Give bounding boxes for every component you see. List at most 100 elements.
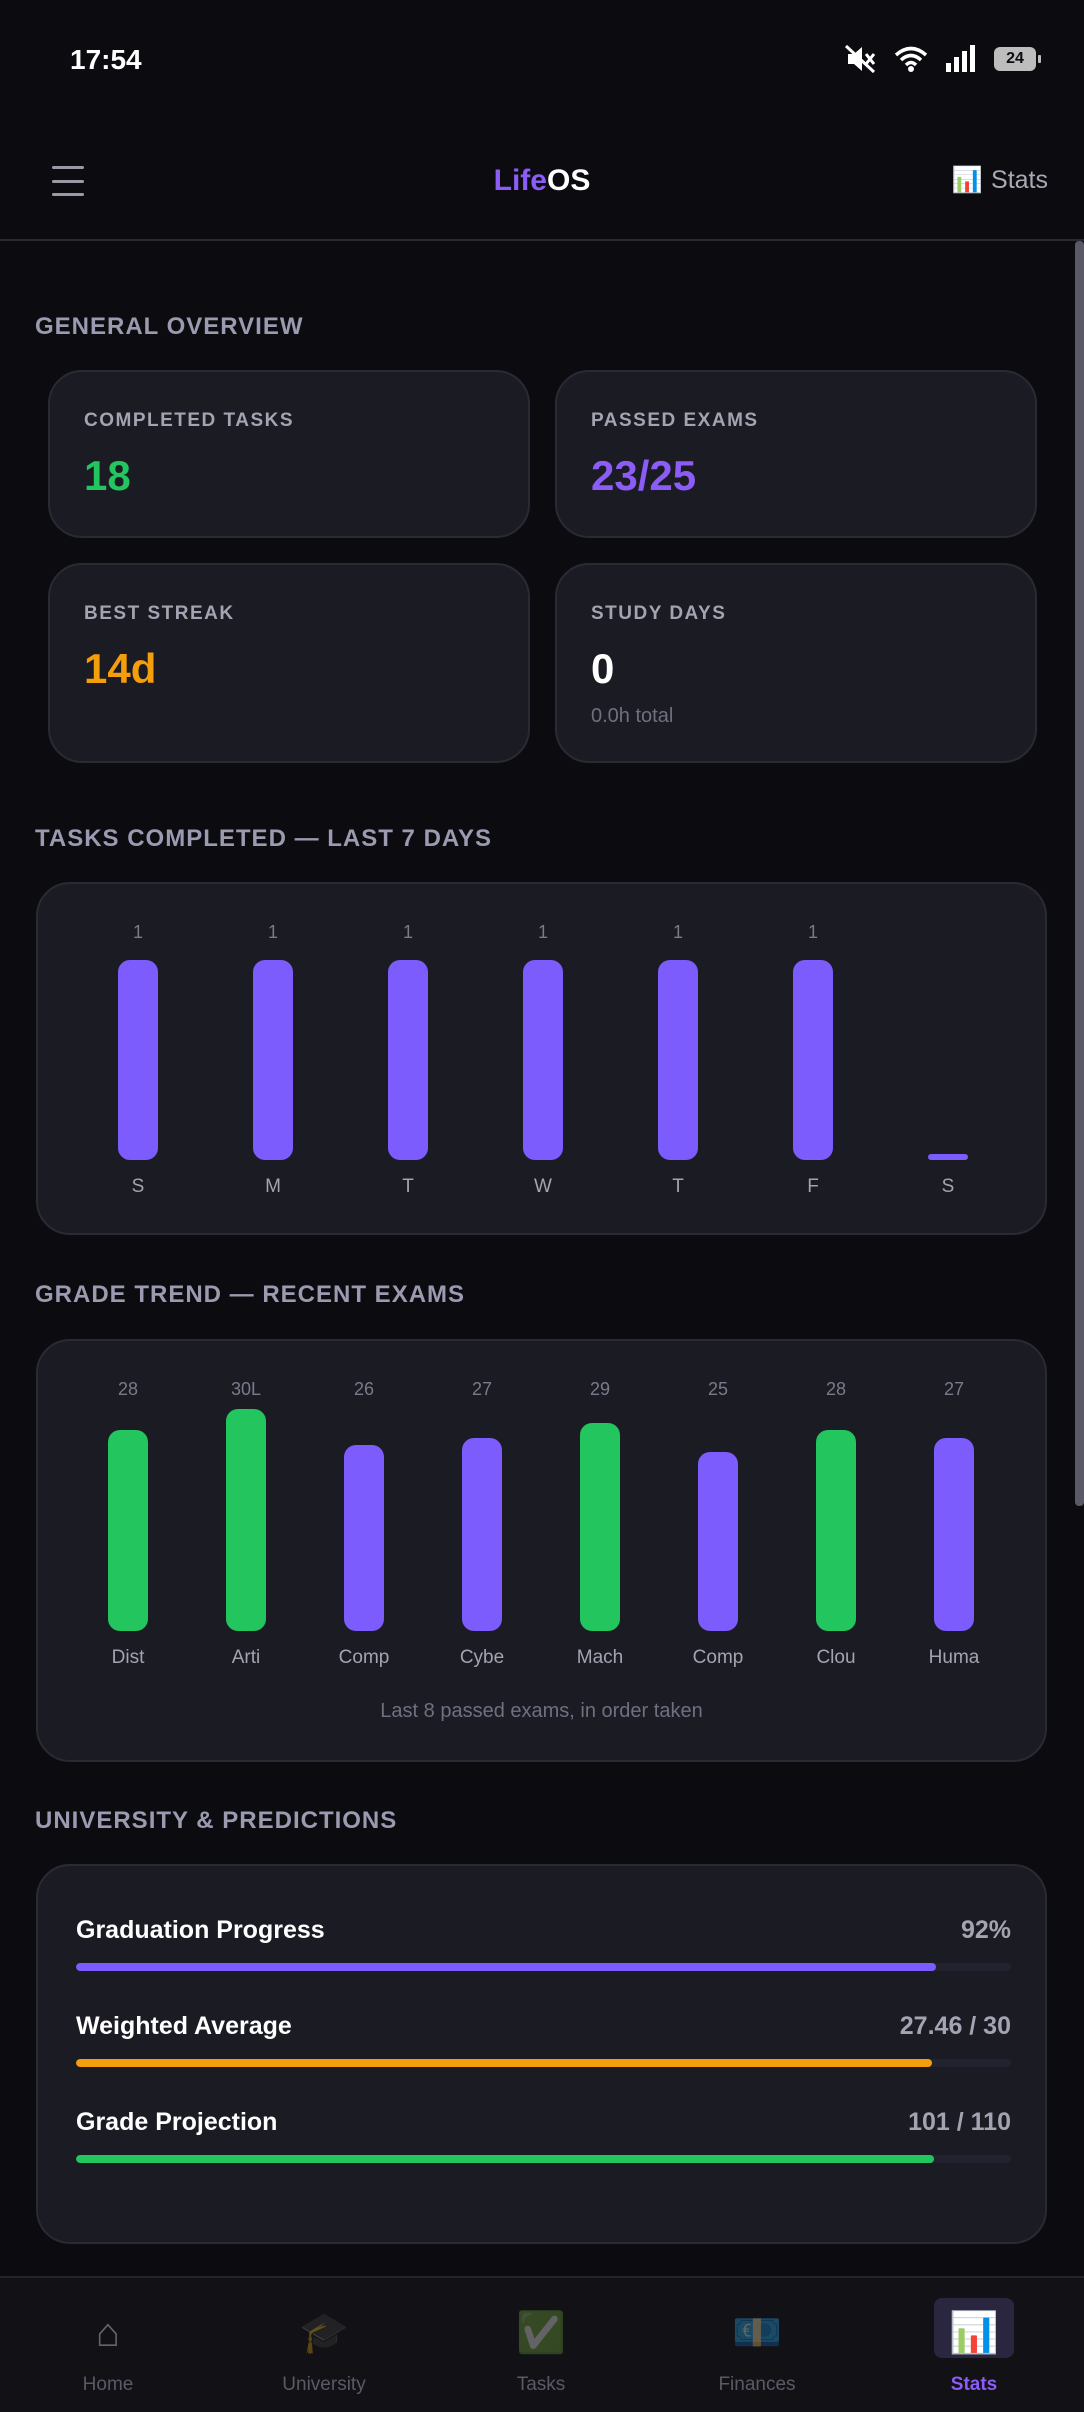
bar-category-label: Huma bbox=[928, 1647, 980, 1668]
bar-value-label: 25 bbox=[707, 1379, 729, 1399]
check-box-icon: ✅ bbox=[516, 2311, 566, 2355]
bar-category-label: S bbox=[131, 1176, 145, 1197]
bar-value-label: 27 bbox=[471, 1379, 493, 1399]
bar-value-label: 28 bbox=[117, 1379, 139, 1399]
bar-category-label: S bbox=[941, 1176, 955, 1197]
app-bar: LifeOS 📊 Stats bbox=[0, 120, 1084, 241]
bar-value-label: 27 bbox=[943, 1379, 965, 1399]
nav-item-tasks[interactable]: ✅ Tasks bbox=[466, 2278, 616, 2412]
stat-label: PASSED EXAMS bbox=[591, 410, 759, 431]
bar-category-label: Clou bbox=[816, 1647, 856, 1668]
chart-bar bbox=[108, 1430, 148, 1631]
battery-level: 24 bbox=[1006, 50, 1024, 67]
signal-icon bbox=[946, 45, 975, 72]
grades-chart-caption: Last 8 passed exams, in order taken bbox=[380, 1700, 703, 1722]
section-title-tasks: TASKS COMPLETED — LAST 7 DAYS bbox=[35, 825, 493, 852]
chart-bar bbox=[226, 1409, 266, 1631]
section-title-university: UNIVERSITY & PREDICTIONS bbox=[35, 1807, 398, 1834]
battery-icon: 24 bbox=[994, 47, 1041, 71]
bar-value-label: 1 bbox=[132, 922, 143, 942]
chart-bar bbox=[928, 1154, 968, 1160]
nav-label: University bbox=[282, 2374, 366, 2395]
stat-label: COMPLETED TASKS bbox=[84, 410, 295, 431]
nav-item-stats[interactable]: 📊 Stats bbox=[899, 2278, 1049, 2412]
chart-bar bbox=[816, 1430, 856, 1631]
bar-category-label: T bbox=[402, 1176, 414, 1197]
chart-bar bbox=[658, 960, 698, 1160]
nav-item-university[interactable]: 🎓 University bbox=[249, 2278, 399, 2412]
status-icons: 24 bbox=[844, 44, 1041, 74]
grades-chart-card: Last 8 passed exams, in order taken 28 Di… bbox=[36, 1339, 1047, 1762]
bar-chart-icon: 📊 bbox=[951, 166, 984, 194]
menu-icon[interactable] bbox=[52, 166, 84, 196]
app-title-rest: OS bbox=[546, 164, 591, 197]
bar-category-label: W bbox=[534, 1176, 552, 1197]
bottom-nav: ⌂ Home 🎓 University ✅ Tasks 💶 Finances 📊 Stats bbox=[0, 2276, 1084, 2412]
bar-category-label: M bbox=[265, 1176, 281, 1197]
bar-category-label: T bbox=[672, 1176, 684, 1197]
graduation-progress-bar bbox=[76, 1963, 1011, 1971]
chart-bar bbox=[698, 1451, 738, 1631]
graduation-progress-label: Graduation Progress bbox=[76, 1916, 325, 1944]
bar-value-label: 26 bbox=[353, 1379, 375, 1399]
section-title-grades: GRADE TREND — RECENT EXAMS bbox=[35, 1281, 466, 1308]
grade-projection-value: 101 / 110 bbox=[908, 2108, 1011, 2136]
chart-bar bbox=[253, 960, 293, 1160]
stat-value: 14d bbox=[84, 645, 157, 692]
bar-category-label: Dist bbox=[111, 1647, 145, 1668]
progress-fill bbox=[76, 2059, 932, 2067]
weighted-average-label: Weighted Average bbox=[76, 2012, 292, 2040]
stats-header-label: Stats bbox=[991, 166, 1048, 194]
bar-category-label: Comp bbox=[692, 1647, 744, 1668]
stat-card-study-days: STUDY DAYS 0 0.0h total bbox=[555, 563, 1037, 763]
chart-bar bbox=[344, 1444, 384, 1631]
stat-label: BEST STREAK bbox=[84, 603, 235, 624]
chart-bar bbox=[580, 1423, 620, 1631]
bar-value-label: 1 bbox=[402, 922, 413, 942]
nav-item-home[interactable]: ⌂ Home bbox=[33, 2278, 183, 2412]
app-title: LifeOS bbox=[0, 164, 1084, 198]
bar-value-label: 29 bbox=[589, 1379, 611, 1399]
chart-bar bbox=[462, 1437, 502, 1631]
tasks-chart-card: 1 S 1 M 1 T 1 W 1 T 1 F S bbox=[36, 882, 1047, 1235]
chart-bar bbox=[388, 960, 428, 1160]
graduation-progress-value: 92% bbox=[960, 1916, 1011, 1944]
nav-label: Finances bbox=[718, 2374, 796, 2395]
bar-category-label: Arti bbox=[231, 1647, 261, 1668]
stats-header-button[interactable]: 📊 Stats bbox=[952, 166, 1048, 195]
scrollbar[interactable] bbox=[1075, 241, 1084, 1506]
nav-active-indicator bbox=[934, 2298, 1014, 2358]
nav-item-finances[interactable]: 💶 Finances bbox=[682, 2278, 832, 2412]
nav-label: Tasks bbox=[516, 2374, 566, 2395]
progress-fill bbox=[76, 2155, 935, 2163]
home-icon: ⌂ bbox=[95, 2311, 121, 2355]
stat-label: STUDY DAYS bbox=[591, 603, 727, 624]
graduation-cap-icon: 🎓 bbox=[299, 2311, 349, 2355]
bar-category-label: Cybe bbox=[459, 1647, 505, 1668]
chart-bar bbox=[523, 960, 563, 1160]
weighted-average-bar bbox=[76, 2059, 1011, 2067]
bar-value-label: 1 bbox=[537, 922, 548, 942]
stat-card-passed-exams: PASSED EXAMS 23/25 bbox=[555, 370, 1037, 538]
bar-category-label: F bbox=[807, 1176, 819, 1197]
chart-bar bbox=[118, 960, 158, 1160]
banknote-icon: 💶 bbox=[732, 2311, 782, 2355]
stat-value: 0 bbox=[591, 645, 615, 692]
mute-icon bbox=[844, 44, 876, 74]
bar-category-label: Comp bbox=[338, 1647, 390, 1668]
stat-value: 18 bbox=[84, 452, 131, 499]
nav-label: Home bbox=[82, 2374, 134, 2395]
bar-value-label: 1 bbox=[267, 922, 278, 942]
stat-value: 23/25 bbox=[591, 452, 697, 499]
stat-card-best-streak: BEST STREAK 14d bbox=[48, 563, 530, 763]
bar-value-label: 1 bbox=[672, 922, 683, 942]
status-time: 17:54 bbox=[70, 44, 142, 75]
status-bar: 17:54 24 bbox=[0, 0, 1084, 120]
app-title-accent: Life bbox=[493, 164, 547, 197]
section-title-overview: GENERAL OVERVIEW bbox=[35, 313, 304, 340]
weighted-average-value: 27.46 / 30 bbox=[899, 2012, 1011, 2040]
wifi-icon bbox=[894, 46, 928, 72]
stat-sub: 0.0h total bbox=[591, 705, 674, 727]
grade-projection-bar bbox=[76, 2155, 1011, 2163]
university-card: Graduation Progress 92% Weighted Average… bbox=[36, 1864, 1047, 2244]
